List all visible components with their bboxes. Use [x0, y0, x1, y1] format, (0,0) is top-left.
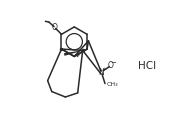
Polygon shape: [64, 50, 83, 56]
Text: O: O: [107, 61, 113, 70]
Text: O: O: [52, 23, 58, 32]
Text: −: −: [110, 60, 116, 66]
Text: CH₃: CH₃: [107, 82, 118, 87]
Text: HCl: HCl: [138, 61, 156, 71]
Text: +: +: [101, 67, 106, 72]
Text: N: N: [98, 68, 104, 77]
